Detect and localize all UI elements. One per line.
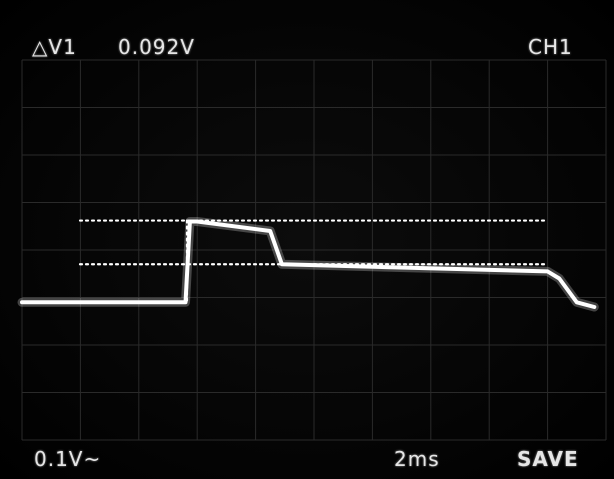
signal-trace-group <box>17 217 599 312</box>
signal-trace <box>20 219 597 309</box>
channel-indicator: CH1 <box>528 35 573 59</box>
delta-v-value: 0.092V <box>118 35 195 59</box>
delta-v-label: △V1 <box>32 35 77 59</box>
graticule-grid <box>21 59 607 441</box>
save-mode-indicator: SAVE <box>517 447 579 471</box>
volts-per-division: 0.1V~ <box>34 447 102 471</box>
time-per-division: 2ms <box>394 447 440 471</box>
